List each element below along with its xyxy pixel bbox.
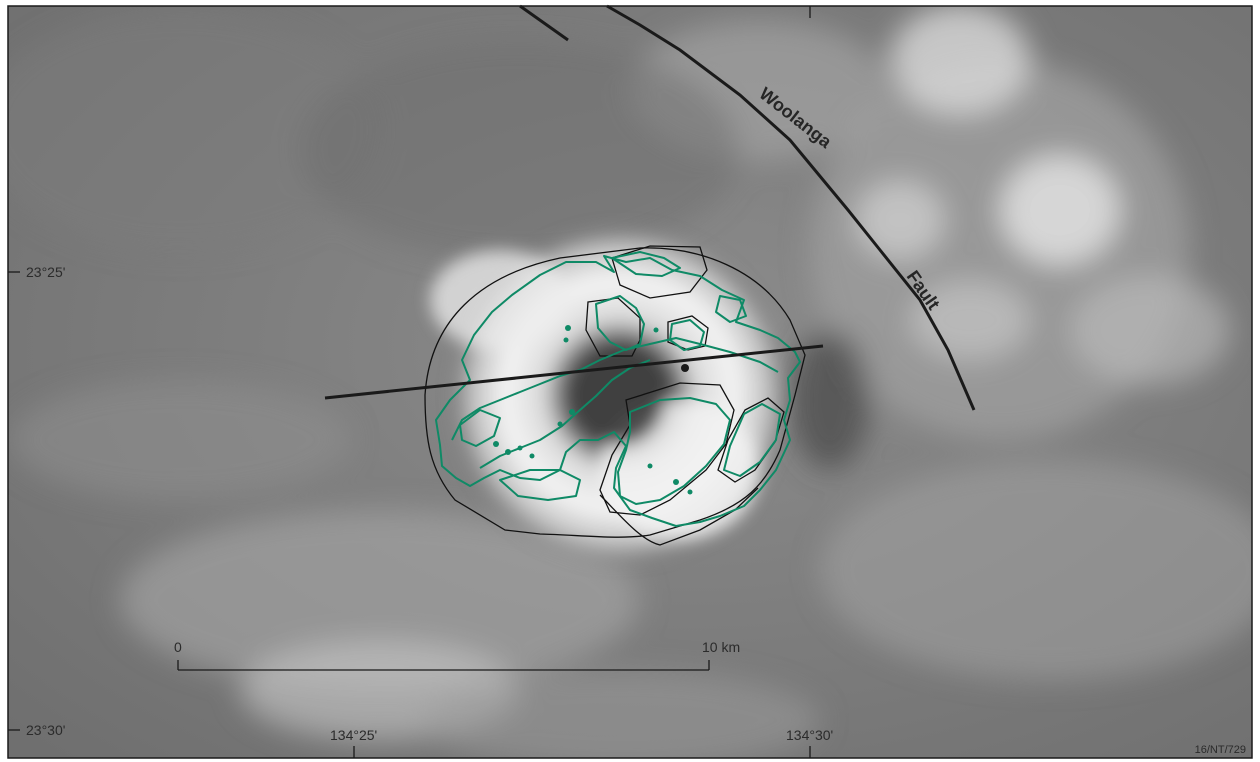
geology-outlines xyxy=(424,245,806,546)
contour-west-lobe xyxy=(459,409,501,447)
intrusion-outer-boundary xyxy=(424,247,806,538)
scale-bar-end-label: 10 km xyxy=(702,639,740,655)
map-frame xyxy=(7,5,1253,759)
aeromagnetic-background xyxy=(8,6,1252,758)
green-contours xyxy=(435,251,801,527)
scale-bar: 0 10 km xyxy=(174,639,740,671)
background-texture xyxy=(8,6,1252,758)
latitude-label-23-30: 23°30' xyxy=(26,722,65,738)
contour-dots xyxy=(493,325,693,495)
contour-southeast-block xyxy=(617,397,731,505)
woolanga-fault xyxy=(519,4,976,411)
longitude-label-134-25: 134°25' xyxy=(330,727,377,743)
contour-east-block xyxy=(723,403,781,477)
profile-line xyxy=(324,344,824,400)
graticule-ticks xyxy=(8,6,811,758)
contour-north-block xyxy=(595,295,645,351)
latitude-label-23-25: 23°25' xyxy=(26,264,65,280)
contour-outer xyxy=(435,255,801,527)
scale-bar-start-label: 0 xyxy=(174,639,182,655)
south-unit-outline xyxy=(599,487,759,546)
north-unit-outline xyxy=(611,245,708,299)
figure-id: 16/NT/729 xyxy=(1195,744,1246,756)
southeast-unit-outline xyxy=(599,382,735,516)
profile-marker xyxy=(681,364,689,372)
contour-small-loop xyxy=(669,319,705,351)
contour-southwest-lobe xyxy=(499,469,581,501)
east-unit-outline xyxy=(717,397,785,483)
longitude-label-134-30: 134°30' xyxy=(786,727,833,743)
contour-north-patches xyxy=(611,251,747,323)
